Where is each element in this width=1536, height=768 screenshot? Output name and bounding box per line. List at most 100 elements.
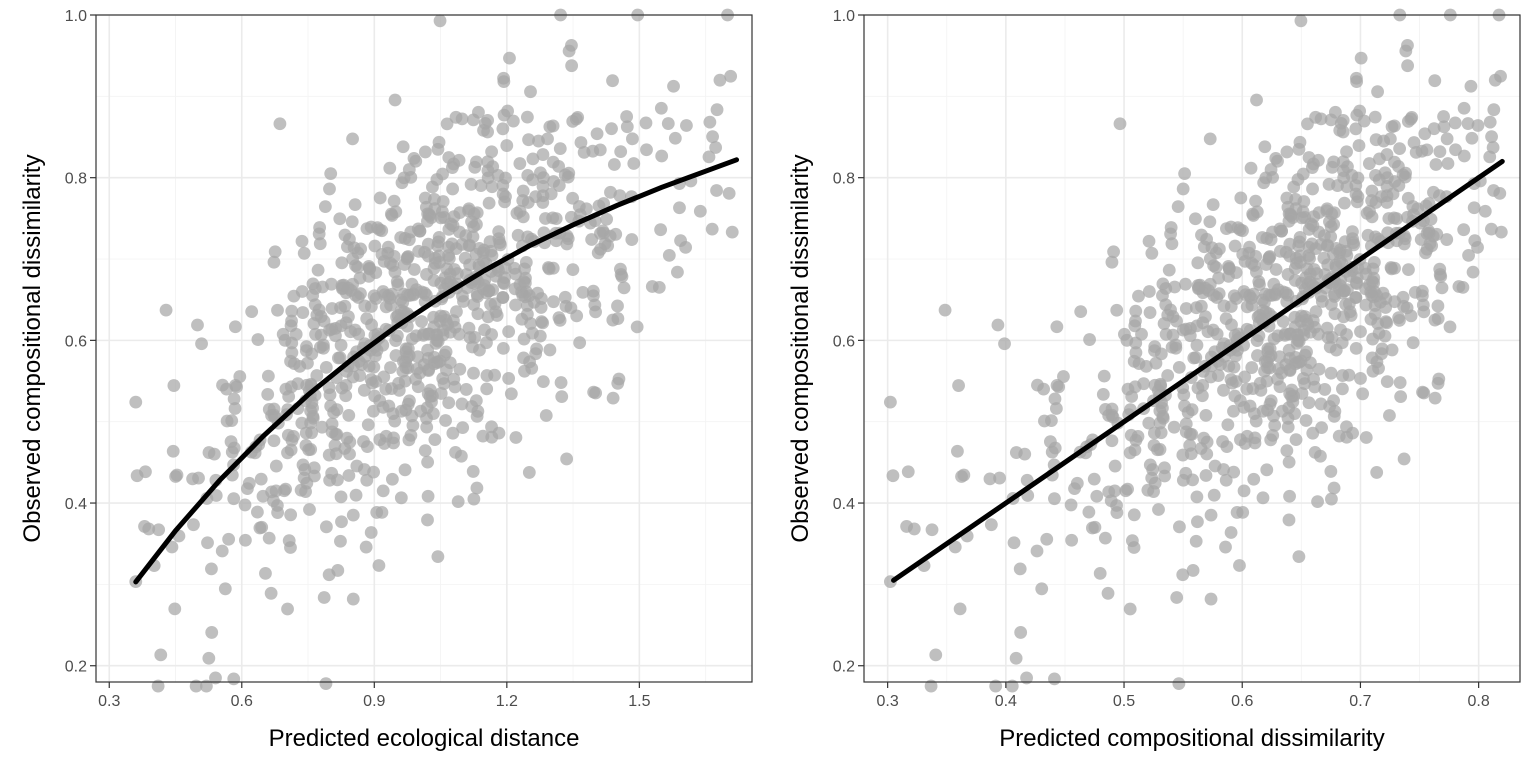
scatter-point xyxy=(481,114,495,127)
scatter-point xyxy=(319,361,333,374)
scatter-point xyxy=(464,177,478,191)
scatter-point xyxy=(268,245,282,259)
scatter-point xyxy=(447,157,461,171)
scatter-point xyxy=(1165,237,1179,251)
scatter-point xyxy=(592,199,606,213)
scatter-point xyxy=(455,397,469,411)
scatter-point xyxy=(295,416,309,430)
scatter-point xyxy=(1105,434,1119,448)
scatter-point xyxy=(472,105,485,119)
scatter-point xyxy=(929,648,943,662)
scatter-point xyxy=(262,531,276,545)
scatter-point xyxy=(348,198,362,212)
scatter-point xyxy=(1420,143,1434,157)
scatter-point xyxy=(1145,471,1159,485)
scatter-point xyxy=(509,267,523,281)
scatter-point xyxy=(1035,582,1049,596)
scatter-point xyxy=(1317,251,1331,265)
scatter-point xyxy=(255,520,269,534)
scatter-point xyxy=(1123,602,1137,616)
scatter-point xyxy=(1324,366,1338,380)
scatter-point xyxy=(1020,671,1033,685)
scatter-point xyxy=(900,520,913,533)
scatter-point xyxy=(555,390,569,403)
scatter-point xyxy=(466,465,480,478)
scatter-point xyxy=(1324,230,1338,244)
scatter-point xyxy=(1293,135,1307,149)
scatter-point xyxy=(1494,225,1508,239)
scatter-point xyxy=(421,455,435,469)
scatter-point xyxy=(1227,465,1241,479)
scatter-point xyxy=(1448,116,1462,130)
scatter-point xyxy=(1268,419,1282,432)
scatter-point xyxy=(1142,234,1156,248)
scatter-point xyxy=(1380,316,1394,330)
scatter-point xyxy=(1236,506,1250,519)
scatter-point xyxy=(673,201,686,215)
scatter-point xyxy=(329,427,342,441)
scatter-point xyxy=(1206,323,1220,337)
scatter-point xyxy=(496,290,510,304)
scatter-point xyxy=(299,426,313,440)
scatter-point xyxy=(1151,443,1164,457)
scatter-point xyxy=(391,309,405,322)
scatter-point xyxy=(1262,250,1276,264)
scatter-point xyxy=(350,459,364,473)
scatter-point xyxy=(574,136,588,149)
scatter-point xyxy=(529,347,543,361)
scatter-point xyxy=(402,163,416,176)
scatter-point xyxy=(308,298,322,312)
scatter-point xyxy=(532,134,545,148)
scatter-point xyxy=(1415,284,1429,298)
scatter-point xyxy=(207,447,221,461)
scatter-point xyxy=(1353,104,1367,118)
scatter-point xyxy=(1176,473,1190,487)
scatter-point xyxy=(497,75,511,89)
scatter-point xyxy=(680,119,693,132)
scatter-point xyxy=(436,167,449,181)
scatter-point xyxy=(1432,189,1446,203)
scatter-point xyxy=(1311,495,1324,508)
scatter-point xyxy=(671,265,684,279)
scatter-point xyxy=(1105,255,1119,269)
scatter-point xyxy=(1485,130,1498,144)
scatter-point xyxy=(421,489,435,503)
scatter-point xyxy=(281,602,294,616)
scatter-point xyxy=(1229,375,1243,388)
scatter-point xyxy=(402,349,416,362)
scatter-point xyxy=(612,372,626,386)
scatter-point xyxy=(1250,93,1263,107)
scatter-point xyxy=(335,515,348,529)
scatter-point xyxy=(1212,287,1226,301)
scatter-point xyxy=(1306,182,1319,196)
scatter-point xyxy=(1208,459,1222,473)
scatter-point xyxy=(1271,372,1284,386)
left-x-axis-title: Predicted ecological distance xyxy=(269,725,580,752)
scatter-point xyxy=(536,148,550,161)
scatter-point xyxy=(1452,280,1466,293)
scatter-point xyxy=(238,498,252,512)
scatter-point xyxy=(478,323,491,337)
scatter-point xyxy=(606,74,619,88)
scatter-point xyxy=(526,152,540,166)
scatter-point xyxy=(566,263,580,277)
scatter-point xyxy=(1431,312,1445,325)
scatter-point xyxy=(1247,472,1261,486)
scatter-point xyxy=(1190,490,1204,504)
left-scatter-points xyxy=(129,8,739,693)
scatter-point xyxy=(245,305,259,319)
scatter-point xyxy=(428,433,442,446)
scatter-point xyxy=(983,472,997,486)
scatter-point xyxy=(334,490,348,504)
scatter-point xyxy=(129,395,143,409)
scatter-point xyxy=(1292,356,1306,369)
scatter-point xyxy=(465,400,479,413)
scatter-point xyxy=(1152,503,1165,516)
scatter-point xyxy=(1292,550,1306,563)
scatter-point xyxy=(1294,14,1308,28)
scatter-point xyxy=(477,123,490,137)
scatter-point xyxy=(1323,400,1337,413)
scatter-point xyxy=(1340,145,1353,159)
scatter-point xyxy=(957,468,971,482)
scatter-point xyxy=(401,397,415,411)
